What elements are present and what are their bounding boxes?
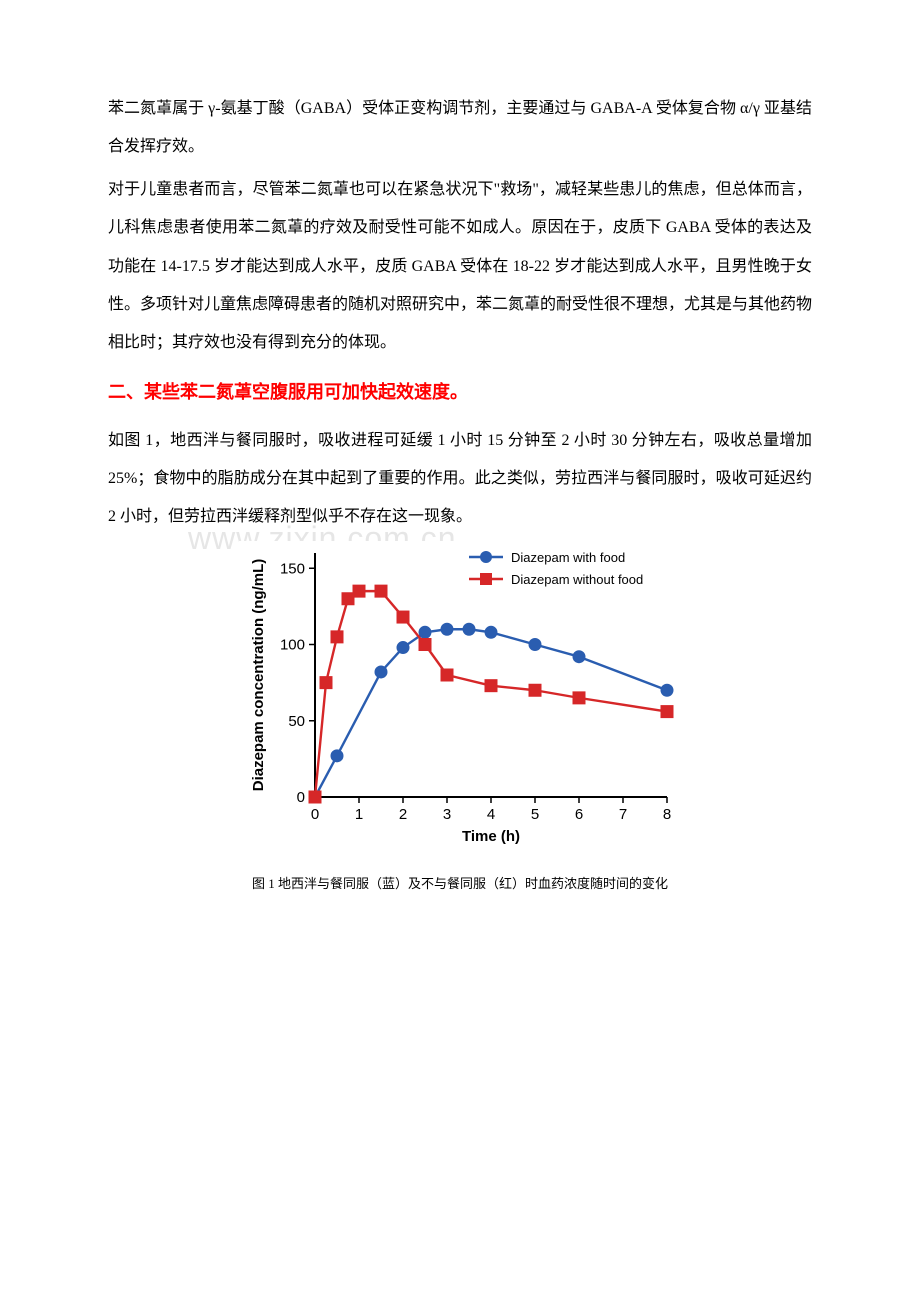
svg-text:7: 7 <box>619 806 627 823</box>
figure-caption: 图 1 地西泮与餐同服（蓝）及不与餐同服（红）时血药浓度随时间的变化 <box>108 873 812 892</box>
paragraph-3: 如图 1，地西泮与餐同服时，吸收进程可延缓 1 小时 15 分钟至 2 小时 3… <box>108 422 812 537</box>
paragraph-1: 苯二氮䓬属于 γ-氨基丁酸（GABA）受体正变构调节剂，主要通过与 GABA-A… <box>108 90 812 167</box>
section-heading-2: 二、某些苯二氮䓬空腹服用可加快起效速度。 <box>108 369 812 416</box>
svg-text:3: 3 <box>443 806 451 823</box>
svg-text:0: 0 <box>311 806 319 823</box>
svg-text:50: 50 <box>288 712 305 729</box>
svg-text:6: 6 <box>575 806 583 823</box>
svg-text:5: 5 <box>531 806 539 823</box>
svg-text:8: 8 <box>663 806 671 823</box>
svg-text:150: 150 <box>280 560 305 577</box>
svg-text:2: 2 <box>399 806 407 823</box>
svg-text:Diazepam without food: Diazepam without food <box>511 572 643 587</box>
svg-text:Diazepam concentration (ng/mL): Diazepam concentration (ng/mL) <box>250 558 267 791</box>
svg-text:1: 1 <box>355 806 363 823</box>
paragraph-2: 对于儿童患者而言，尽管苯二氮䓬也可以在紧急状况下"救场"，减轻某些患儿的焦虑，但… <box>108 171 812 363</box>
svg-text:100: 100 <box>280 636 305 653</box>
chart-svg: 0 1 2 3 4 5 6 7 8 0 50 100 150 Time (h) Diazepam conce… <box>239 541 681 847</box>
diazepam-concentration-chart: 0 1 2 3 4 5 6 7 8 0 50 100 150 Time (h) Diazepam conce… <box>239 541 681 847</box>
svg-text:Diazepam with food: Diazepam with food <box>511 550 625 565</box>
svg-text:4: 4 <box>487 806 495 823</box>
chart-container: 0 1 2 3 4 5 6 7 8 0 50 100 150 Time (h) Diazepam conce… <box>108 541 812 847</box>
svg-text:Time (h): Time (h) <box>462 828 520 845</box>
svg-text:0: 0 <box>297 789 305 806</box>
